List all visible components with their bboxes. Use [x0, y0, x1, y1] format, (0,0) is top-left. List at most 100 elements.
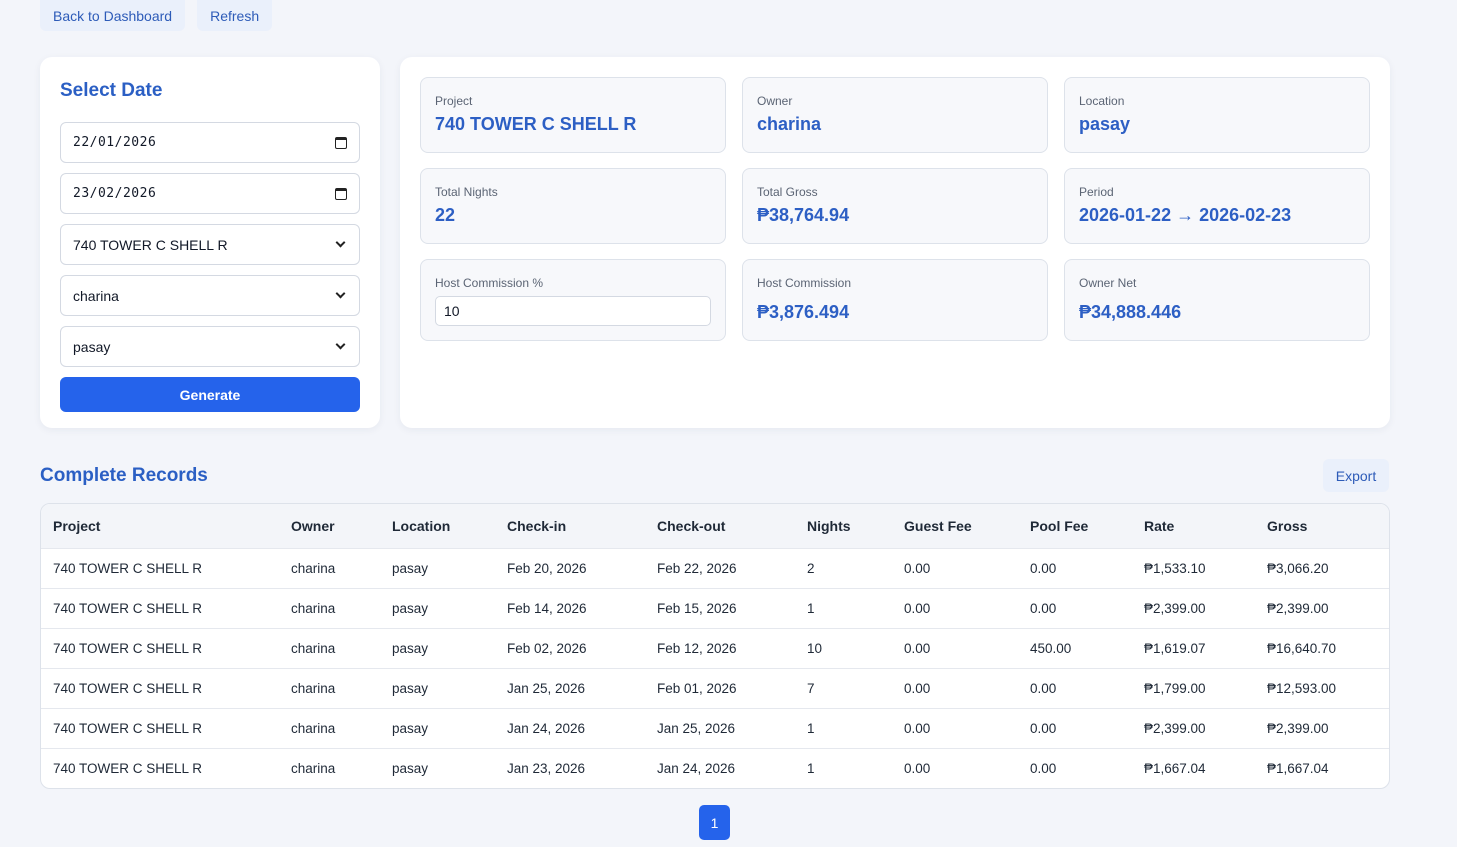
stat-project: Project 740 TOWER C SHELL R — [420, 77, 726, 153]
table-cell: charina — [291, 760, 336, 776]
records-table: Project Owner Location Check-in Check-ou… — [40, 503, 1390, 789]
table-cell: 740 TOWER C SHELL R — [53, 640, 203, 656]
table-header-row: Project Owner Location Check-in Check-ou… — [41, 504, 1389, 548]
stat-value: charina — [757, 114, 822, 134]
calendar-icon[interactable] — [335, 136, 347, 149]
table-cell: Jan 24, 2026 — [507, 720, 586, 736]
table-cell: Feb 22, 2026 — [657, 560, 737, 576]
table-cell: ₱1,667.04 — [1144, 760, 1206, 776]
stat-location: Location pasay — [1064, 77, 1370, 153]
table-cell: 740 TOWER C SHELL R — [53, 720, 203, 736]
table-cell: Feb 02, 2026 — [507, 640, 587, 656]
table-row: 740 TOWER C SHELL R charina pasay Feb 14, 2… — [41, 588, 1389, 628]
table-cell: pasay — [392, 760, 429, 776]
table-cell: 0.00 — [1030, 760, 1057, 776]
table-cell: charina — [291, 560, 336, 576]
table-cell: Feb 12, 2026 — [657, 640, 737, 656]
stat-period: Period 2026-01-22 → 2026-02-23 — [1064, 168, 1370, 244]
project-select-value: 740 TOWER C SHELL R — [73, 236, 228, 253]
table-cell: ₱1,799.00 — [1144, 680, 1206, 696]
column-header: Nights — [807, 517, 851, 534]
stat-label: Owner — [757, 94, 793, 108]
table-cell: charina — [291, 640, 336, 656]
stat-value: ₱38,764.94 — [757, 205, 850, 225]
table-cell: Feb 01, 2026 — [657, 680, 737, 696]
table-cell: 0.00 — [1030, 720, 1057, 736]
project-select[interactable]: 740 TOWER C SHELL R — [60, 224, 360, 265]
export-button[interactable]: Export — [1323, 459, 1389, 492]
table-row: 740 TOWER C SHELL R charina pasay Jan 23, 2… — [41, 748, 1389, 788]
column-header: Location — [392, 517, 451, 534]
stat-total-nights: Total Nights 22 — [420, 168, 726, 244]
table-cell: ₱3,066.20 — [1267, 560, 1329, 576]
back-to-dashboard-button[interactable]: Back to Dashboard — [40, 0, 186, 31]
table-cell: charina — [291, 720, 336, 736]
table-cell: 740 TOWER C SHELL R — [53, 560, 203, 576]
table-cell: ₱2,399.00 — [1267, 600, 1329, 616]
end-date-value: 23/02/2026 — [73, 186, 157, 201]
calendar-icon[interactable] — [335, 187, 347, 200]
table-cell: Jan 24, 2026 — [657, 760, 736, 776]
table-cell: ₱1,533.10 — [1144, 560, 1206, 576]
table-cell: pasay — [392, 680, 429, 696]
table-cell: charina — [291, 680, 336, 696]
location-select[interactable]: pasay — [60, 326, 360, 367]
table-cell: 740 TOWER C SHELL R — [53, 600, 203, 616]
table-row: 740 TOWER C SHELL R charina pasay Jan 25, 2… — [41, 668, 1389, 708]
table-cell: 0.00 — [1030, 560, 1057, 576]
top-nav: Back to Dashboard Refresh — [40, 0, 273, 31]
stat-label: Period — [1079, 185, 1114, 199]
table-cell: ₱2,399.00 — [1267, 720, 1329, 736]
refresh-button[interactable]: Refresh — [197, 0, 273, 31]
start-date-input[interactable]: 22/01/2026 — [60, 122, 360, 163]
owner-select[interactable]: charina — [60, 275, 360, 316]
table-cell: pasay — [392, 640, 429, 656]
table-cell: 0.00 — [904, 720, 931, 736]
chevron-down-icon — [335, 288, 346, 299]
filter-title: Select Date — [60, 80, 163, 101]
stat-host-commission-pct: Host Commission % — [420, 259, 726, 341]
table-cell: pasay — [392, 720, 429, 736]
stat-label: Host Commission % — [435, 276, 544, 290]
table-cell: ₱1,619.07 — [1144, 640, 1206, 656]
stat-label: Owner Net — [1079, 276, 1137, 290]
table-cell: 740 TOWER C SHELL R — [53, 680, 203, 696]
column-header: Check-out — [657, 517, 726, 534]
table-cell: 0.00 — [1030, 600, 1057, 616]
table-cell: pasay — [392, 600, 429, 616]
table-row: 740 TOWER C SHELL R charina pasay Feb 20, 2… — [41, 548, 1389, 588]
table-cell: 0.00 — [904, 560, 931, 576]
table-cell: 1 — [807, 760, 815, 776]
page-1-button[interactable]: 1 — [699, 805, 730, 840]
chevron-down-icon — [335, 237, 346, 248]
host-commission-input[interactable] — [435, 296, 711, 326]
stat-value: pasay — [1079, 114, 1131, 134]
chevron-down-icon — [335, 339, 346, 350]
table-cell: 0.00 — [1030, 680, 1057, 696]
table-cell: 740 TOWER C SHELL R — [53, 760, 203, 776]
table-cell: ₱2,399.00 — [1144, 720, 1206, 736]
owner-select-value: charina — [73, 287, 119, 304]
stat-label: Total Gross — [757, 185, 818, 199]
table-cell: ₱2,399.00 — [1144, 600, 1206, 616]
stat-label: Location — [1079, 94, 1125, 108]
column-header: Rate — [1144, 517, 1175, 534]
stat-label: Total Nights — [435, 185, 498, 199]
stat-label: Project — [435, 94, 473, 108]
generate-button[interactable]: Generate — [60, 377, 360, 412]
table-cell: Feb 15, 2026 — [657, 600, 737, 616]
table-cell: 1 — [807, 600, 815, 616]
stat-owner-net: Owner Net ₱34,888.446 — [1064, 259, 1370, 341]
table-cell: Jan 25, 2026 — [507, 680, 586, 696]
stat-label: Host Commission — [757, 276, 852, 290]
table-cell: ₱12,593.00 — [1267, 680, 1337, 696]
stat-total-gross: Total Gross ₱38,764.94 — [742, 168, 1048, 244]
table-cell: Feb 14, 2026 — [507, 600, 587, 616]
end-date-input[interactable]: 23/02/2026 — [60, 173, 360, 214]
stat-owner: Owner charina — [742, 77, 1048, 153]
table-cell: 2 — [807, 560, 815, 576]
table-cell: 10 — [807, 640, 823, 656]
table-cell: Jan 25, 2026 — [657, 720, 736, 736]
column-header: Gross — [1267, 517, 1308, 534]
column-header: Check-in — [507, 517, 567, 534]
